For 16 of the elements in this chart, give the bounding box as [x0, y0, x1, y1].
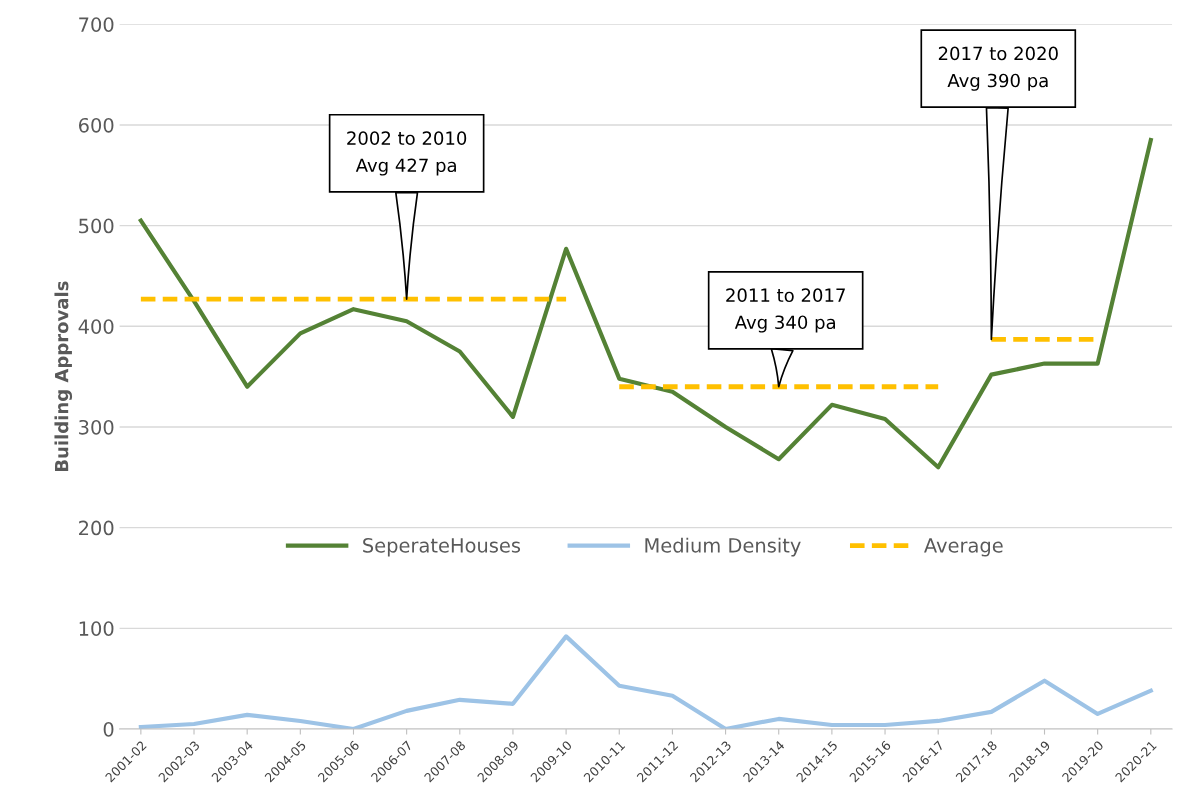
y-tick-label: 600 [78, 117, 114, 133]
annotation: 2011 to 2017 Avg 340 pa [726, 288, 845, 333]
line-series [138, 634, 1153, 729]
legend-label: SeperateHouses [363, 537, 521, 557]
y-tick-label: 100 [79, 621, 114, 636]
y-tick-label: 500 [79, 218, 114, 234]
annotation: 2017 to 2020 Avg 390 pa [938, 46, 1058, 91]
y-tick-label: 300 [79, 419, 114, 435]
y-tick-label: 400 [78, 319, 114, 334]
y-tick-label: 200 [79, 520, 114, 536]
y-tick-label: 700 [79, 17, 114, 32]
annotation: 2002 to 2010 Avg 427 pa [347, 131, 467, 176]
y-tick-label: 0 [103, 721, 114, 737]
y-axis-title: Building Approvals [54, 281, 73, 472]
legend-label: Medium Density [645, 537, 801, 557]
legend-label: Average [924, 538, 1003, 557]
